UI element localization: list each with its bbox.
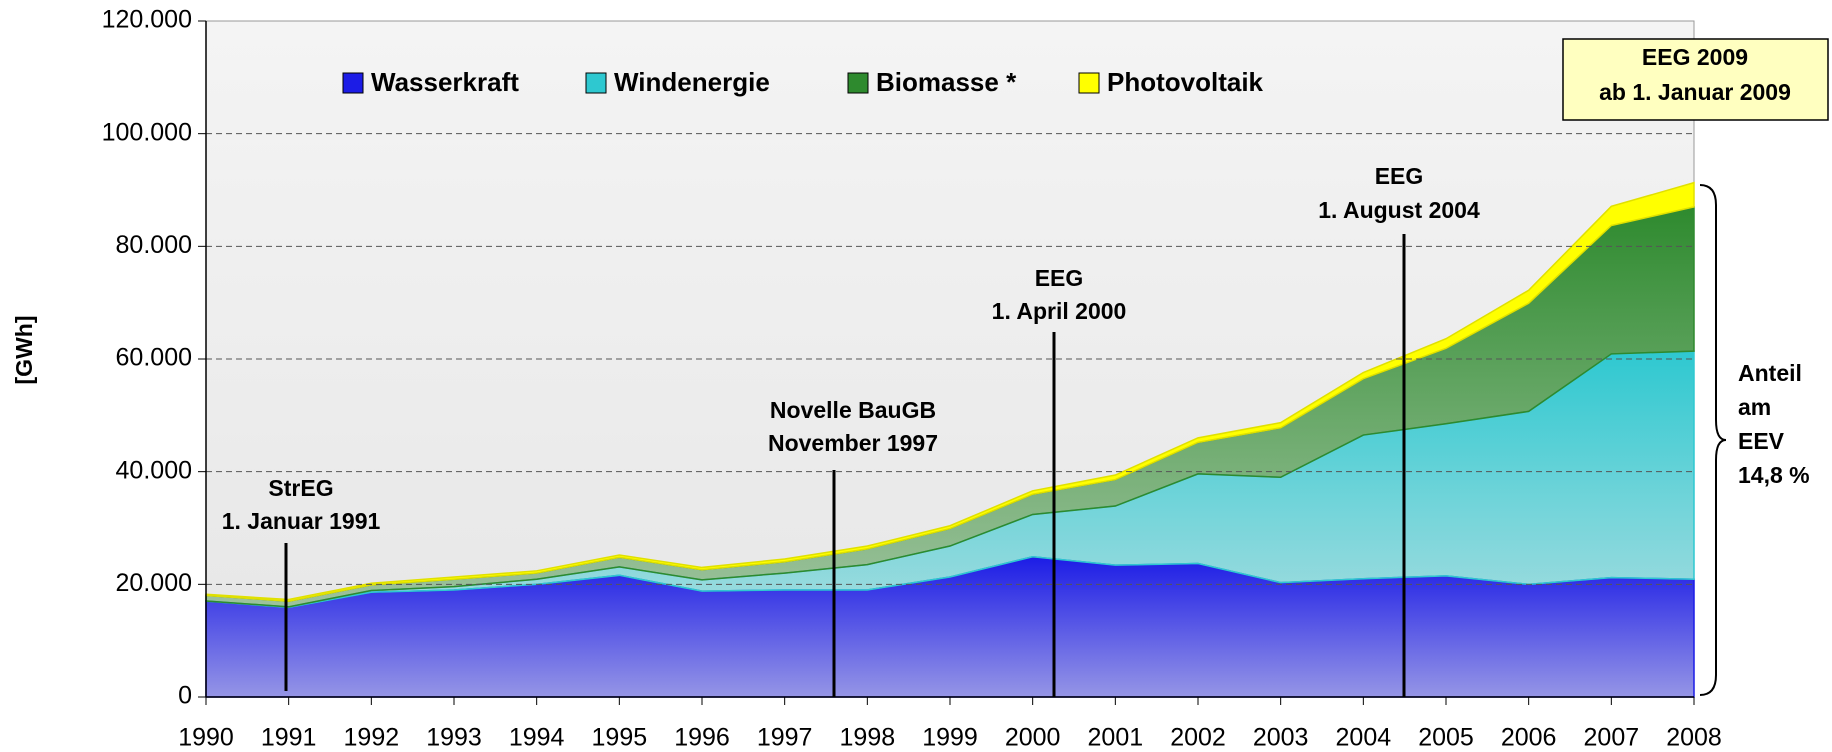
x-tick-label: 1996 <box>674 724 730 752</box>
y-axis-label: [GWh] <box>11 316 37 385</box>
annotation: 1. August 2004 <box>1318 197 1480 223</box>
legend-label: Wasserkraft <box>371 67 519 97</box>
annotation: 1. April 2000 <box>992 298 1127 324</box>
legend-label: Photovoltaik <box>1107 67 1264 97</box>
brace <box>1700 185 1726 695</box>
x-tick-label: 1991 <box>261 724 317 752</box>
legend-swatch <box>1079 73 1099 93</box>
x-tick-label: 2001 <box>1088 724 1144 752</box>
x-tick-label: 1992 <box>344 724 400 752</box>
share-note: 14,8 % <box>1738 462 1810 488</box>
x-tick-label: 1994 <box>509 724 565 752</box>
annotation: StrEG <box>268 475 333 501</box>
y-tick-label: 0 <box>178 682 192 710</box>
x-tick-label: 1995 <box>592 724 648 752</box>
share-note: EEV <box>1738 428 1785 454</box>
note-text: EEG 2009 <box>1642 44 1748 70</box>
x-tick-label: 1990 <box>178 724 234 752</box>
chart: 0 20.000 40.000 60.000 80.000 100.000 120.000 1… <box>0 0 1832 752</box>
x-tick-label: 2004 <box>1336 724 1392 752</box>
x-tick-label: 2008 <box>1666 724 1722 752</box>
annotation: EEG <box>1375 163 1424 189</box>
x-tick-label: 2002 <box>1170 724 1226 752</box>
x-tick-label: 1997 <box>757 724 813 752</box>
note-text: ab 1. Januar 2009 <box>1599 79 1791 105</box>
y-tick-label: 20.000 <box>116 569 192 597</box>
y-tick-label: 80.000 <box>116 231 192 259</box>
annotation: 1. Januar 1991 <box>222 508 381 534</box>
share-note: am <box>1738 394 1771 420</box>
x-tick-label: 2007 <box>1584 724 1640 752</box>
y-tick-label: 60.000 <box>116 344 192 372</box>
y-tick-label: 120.000 <box>102 6 192 34</box>
legend-label: Windenergie <box>614 67 770 97</box>
share-note: Anteil <box>1738 360 1802 386</box>
x-tick-label: 1998 <box>840 724 896 752</box>
x-tick-label: 2003 <box>1253 724 1309 752</box>
y-tick-label: 100.000 <box>102 118 192 146</box>
x-tick-label: 1993 <box>426 724 482 752</box>
annotation: Novelle BauGB <box>770 397 936 423</box>
x-tick-label: 2005 <box>1418 724 1474 752</box>
x-tick-label: 2006 <box>1501 724 1557 752</box>
x-tick-label: 2000 <box>1005 724 1061 752</box>
annotation: EEG <box>1035 265 1084 291</box>
y-tick-label: 40.000 <box>116 456 192 484</box>
legend-swatch <box>586 73 606 93</box>
legend-swatch <box>343 73 363 93</box>
legend-label: Biomasse * <box>876 67 1017 97</box>
annotation: November 1997 <box>768 430 938 456</box>
x-tick-label: 1999 <box>922 724 978 752</box>
legend-swatch <box>848 73 868 93</box>
